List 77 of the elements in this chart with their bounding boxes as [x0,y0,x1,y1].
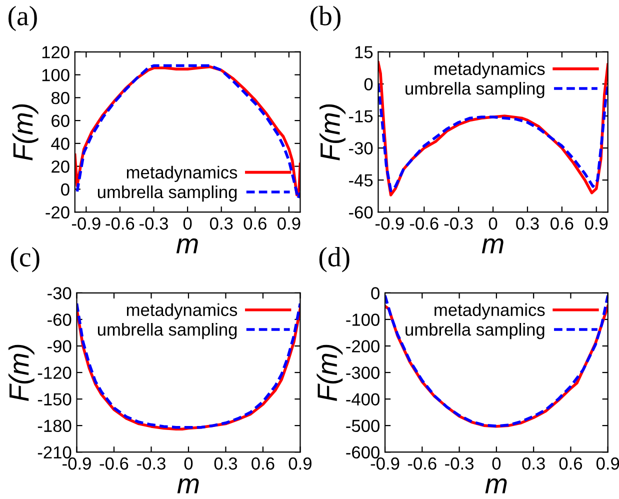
legend-label: umbrella sampling [406,82,544,98]
chart-title: (a) [8,6,37,32]
x-tick-label: 0 [183,217,192,230]
x-tick-label: 0.6 [550,217,574,230]
legend-label: umbrella sampling [98,322,237,340]
y-tick-label: -500 [346,420,380,432]
x-tick-label: -0.6 [100,457,128,470]
x-tick-label: 0.3 [210,217,233,230]
x-tick-label: -0.3 [444,217,473,230]
y-tick-label: 60 [52,114,70,128]
x-tick-label: -0.9 [62,457,91,470]
y-tick-label: 40 [51,138,70,150]
y-tick-label: -200 [346,340,380,352]
x-tick-label: -0.3 [137,457,166,470]
y-tick-label: -30 [349,142,373,154]
x-tick-label: -0.9 [72,217,100,230]
y-tick-label: -300 [346,366,380,379]
y-axis-title: F(m) [320,104,346,160]
y-tick-label: -210 [38,446,72,459]
x-tick-label: -0.9 [376,217,404,230]
x-tick-label: 0.9 [596,457,619,470]
y-tick-label: -600 [346,446,380,459]
y-tick-label: -20 [46,206,70,219]
x-tick-label: 0.6 [244,217,266,230]
legend-label: metadynamics [434,303,545,320]
y-tick-label: 0 [61,183,70,196]
y-tick-label: -100 [346,314,380,326]
x-tick-label: -0.3 [445,457,474,470]
y-tick-label: 120 [42,46,70,58]
x-axis-title: m [485,478,507,494]
y-tick-label: 0 [371,287,380,300]
y-tick-label: -180 [38,420,72,432]
y-axis-title: F(m) [12,104,38,160]
y-tick-label: 0 [364,78,373,90]
y-tick-label: 80 [51,92,70,104]
x-tick-label: 0 [492,457,501,470]
chart-title: (b) [310,6,340,32]
legend-label: metadynamics [126,303,238,320]
x-axis-title: m [176,238,198,254]
legend-label: metadynamics [434,62,545,78]
x-tick-label: 0.9 [278,217,300,230]
x-axis-title: m [177,478,199,494]
chart-title: (c) [10,247,40,272]
legend-label: umbrella sampling [406,322,544,340]
y-tick-label: -30 [48,287,72,300]
y-tick-label: -120 [38,366,72,379]
x-tick-label: 0.9 [288,457,312,470]
x-tick-label: 0 [488,217,498,230]
x-tick-label: -0.6 [408,457,436,470]
x-tick-label: 0.6 [559,457,582,470]
y-tick-label: -60 [48,314,72,326]
x-tick-label: 0 [184,457,193,470]
x-tick-label: -0.6 [106,217,134,230]
y-tick-label: -90 [48,340,72,352]
x-tick-label: 0.3 [522,457,545,470]
y-tick-label: 100 [42,68,70,82]
x-axis-title: m [482,238,504,254]
x-tick-label: -0.9 [370,457,400,470]
legend-label: metadynamics [126,166,238,182]
y-tick-label: 20 [52,160,70,173]
y-tick-label: 15 [355,46,373,58]
y-tick-label: -15 [349,110,373,122]
legend-label: umbrella sampling [98,185,237,202]
y-tick-label: -45 [349,174,373,186]
x-tick-label: -0.3 [140,217,168,230]
chart-title: (d) [319,247,350,272]
x-tick-label: 0.3 [516,217,539,230]
y-tick-label: -60 [349,206,373,219]
y-tick-label: -400 [346,393,380,406]
x-tick-label: -0.6 [410,217,438,230]
y-tick-label: -150 [38,393,72,406]
line-series [378,82,608,192]
x-tick-label: 0.6 [252,457,274,470]
y-axis-title: F(m) [8,344,34,401]
x-tick-label: 0.3 [214,457,238,470]
y-axis-title: F(m) [316,344,343,401]
x-tick-label: 0.9 [584,217,608,230]
